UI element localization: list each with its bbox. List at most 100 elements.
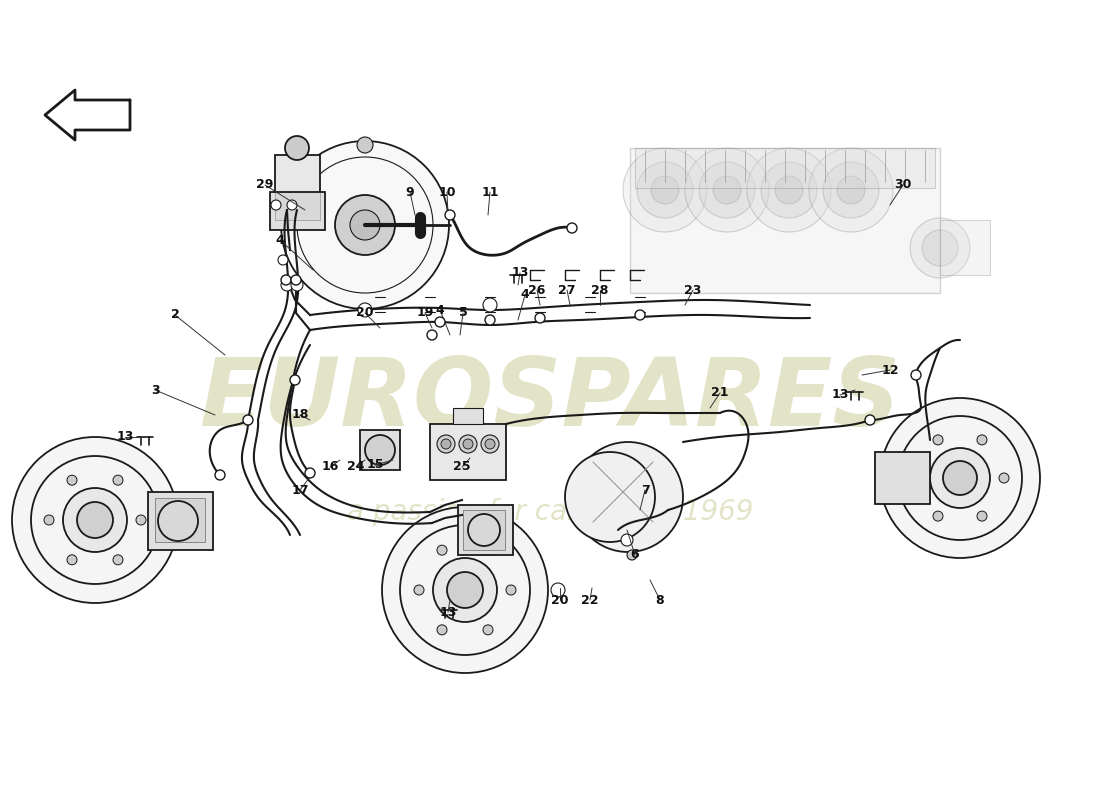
Circle shape: [747, 148, 830, 232]
Circle shape: [933, 435, 943, 445]
Text: a passion for cars since 1969: a passion for cars since 1969: [346, 498, 754, 526]
Circle shape: [446, 210, 455, 220]
Circle shape: [414, 585, 424, 595]
Bar: [275, 190, 320, 220]
Circle shape: [483, 625, 493, 635]
Bar: [430, 424, 506, 480]
Circle shape: [365, 435, 395, 465]
Circle shape: [483, 545, 493, 555]
Bar: [270, 192, 324, 230]
Bar: [360, 430, 400, 470]
Circle shape: [358, 303, 372, 317]
Circle shape: [77, 502, 113, 538]
Circle shape: [113, 555, 123, 565]
Circle shape: [623, 148, 707, 232]
Circle shape: [113, 475, 123, 485]
Text: 20: 20: [551, 594, 569, 606]
Text: 6: 6: [630, 549, 639, 562]
Circle shape: [468, 514, 500, 546]
Text: 10: 10: [438, 186, 455, 198]
Circle shape: [44, 515, 54, 525]
Circle shape: [823, 162, 879, 218]
Circle shape: [280, 279, 293, 291]
Circle shape: [336, 195, 395, 255]
Circle shape: [911, 473, 921, 483]
Circle shape: [292, 279, 302, 291]
Circle shape: [483, 298, 497, 312]
Bar: [874, 452, 929, 504]
Circle shape: [427, 330, 437, 340]
Text: EUROSPARES: EUROSPARES: [199, 354, 901, 446]
Circle shape: [437, 435, 455, 453]
Circle shape: [350, 210, 380, 240]
Text: 2: 2: [170, 309, 179, 322]
Bar: [155, 498, 205, 542]
Text: 22: 22: [581, 594, 598, 606]
Text: 12: 12: [881, 363, 899, 377]
Circle shape: [214, 470, 225, 480]
Circle shape: [63, 488, 126, 552]
Circle shape: [434, 317, 446, 327]
Circle shape: [433, 558, 497, 622]
Circle shape: [506, 585, 516, 595]
Text: 15: 15: [366, 458, 384, 471]
Circle shape: [278, 255, 288, 265]
Bar: [458, 505, 513, 555]
Text: 13: 13: [512, 266, 529, 279]
Circle shape: [485, 315, 495, 325]
Circle shape: [382, 507, 548, 673]
Circle shape: [933, 511, 943, 521]
Text: 24: 24: [348, 461, 365, 474]
Circle shape: [535, 313, 544, 323]
Circle shape: [12, 437, 178, 603]
Circle shape: [437, 545, 447, 555]
Circle shape: [565, 452, 654, 542]
Circle shape: [776, 176, 803, 204]
Circle shape: [463, 439, 473, 449]
Circle shape: [67, 475, 77, 485]
Circle shape: [930, 448, 990, 508]
Circle shape: [447, 572, 483, 608]
Text: 13: 13: [439, 606, 456, 618]
Text: 20: 20: [356, 306, 374, 319]
Circle shape: [573, 442, 683, 552]
Bar: [453, 408, 483, 424]
Circle shape: [485, 439, 495, 449]
Circle shape: [698, 162, 755, 218]
Text: 9: 9: [406, 186, 415, 198]
Text: 26: 26: [528, 283, 546, 297]
Circle shape: [305, 468, 315, 478]
Circle shape: [910, 218, 970, 278]
Circle shape: [459, 435, 477, 453]
Circle shape: [651, 176, 679, 204]
Text: 18: 18: [292, 409, 309, 422]
Text: 13: 13: [117, 430, 134, 443]
Circle shape: [358, 137, 373, 153]
Circle shape: [481, 435, 499, 453]
Circle shape: [837, 176, 865, 204]
Circle shape: [943, 461, 977, 495]
Text: 4: 4: [436, 303, 444, 317]
Text: 3: 3: [151, 383, 160, 397]
Text: 19: 19: [416, 306, 433, 319]
Bar: [463, 510, 505, 550]
Circle shape: [280, 141, 449, 309]
Circle shape: [67, 555, 77, 565]
Circle shape: [158, 501, 198, 541]
Text: 28: 28: [592, 283, 608, 297]
Bar: [630, 148, 940, 293]
Circle shape: [271, 200, 281, 210]
Circle shape: [441, 439, 451, 449]
Text: 8: 8: [656, 594, 664, 606]
Circle shape: [880, 398, 1040, 558]
Circle shape: [437, 625, 447, 635]
Bar: [940, 220, 990, 275]
Circle shape: [243, 415, 253, 425]
Circle shape: [287, 200, 297, 210]
Text: 11: 11: [482, 186, 498, 198]
Circle shape: [977, 435, 987, 445]
Circle shape: [627, 550, 637, 560]
Text: 25: 25: [453, 461, 471, 474]
Circle shape: [999, 473, 1009, 483]
Text: 7: 7: [640, 483, 649, 497]
